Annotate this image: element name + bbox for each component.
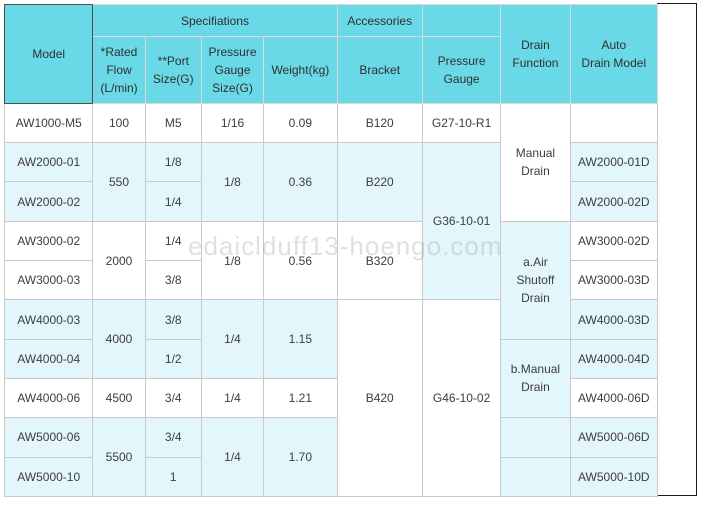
col-header-weight: Weight(kg) [263, 36, 338, 104]
table-row: AW3000-02 2000 1/4 1/8 0.56 B320 a.Air S… [3, 220, 659, 340]
cell-auto-drain-model: AW4000-06D [569, 377, 659, 419]
col-header-rated-flow: *Rated Flow (L/min) [92, 36, 146, 104]
cell-rated-flow: 5500 [92, 417, 146, 497]
header-columns-row: *Rated Flow (L/min) **Port Size(G) Press… [5, 36, 658, 104]
cell-weight: 0.56 [263, 220, 338, 301]
header-group-row: Model Specifiations Accessories Drain Fu… [3, 3, 659, 104]
table-row: AW5000-10 1 AW5000-10D [3, 456, 659, 498]
cell-port-size: 1/4 [144, 220, 202, 262]
col-header-pressure-gauge-size: Pressure Gauge Size(G) [200, 36, 265, 104]
col-header-port-size: **Port Size(G) [144, 36, 202, 104]
cell-auto-drain-model: AW5000-06D [569, 417, 659, 458]
table-row: AW4000-03 4000 3/8 1/4 1.15 B420 G46-10-… [3, 299, 659, 497]
table-row: AW3000-03 3/8 AW3000-03D [3, 260, 659, 301]
cell-weight: 0.36 [263, 142, 338, 222]
cell-rated-flow: 550 [92, 142, 146, 222]
cell-auto-drain-model: AW5000-10D [569, 456, 659, 498]
cell-bracket: B220 [336, 142, 423, 222]
cell-drain-function [500, 417, 571, 458]
cell-auto-drain-model: AW4000-03D [569, 299, 659, 340]
col-header-pressure-gauge: Pressure Gauge [421, 36, 502, 104]
cell-drain-function: a.Air Shutoff Drain [500, 220, 571, 340]
cell-port-size: 3/8 [144, 299, 202, 340]
cell-auto-drain-model [569, 102, 659, 144]
cell-drain-function: Manual Drain [500, 102, 571, 222]
group-header-empty-cell [421, 3, 502, 38]
cell-pressure-gauge-size: 1/8 [200, 142, 265, 222]
cell-auto-drain-model: AW2000-01D [569, 142, 659, 183]
cell-model: AW4000-04 [3, 338, 94, 379]
cell-model: AW3000-02 [3, 220, 94, 262]
cell-rated-flow: 100 [92, 102, 146, 144]
cell-model: AW2000-01 [3, 142, 94, 183]
table-row: AW4000-06 4500 3/4 1/4 1.21 AW4000-06D [3, 377, 659, 419]
table-row: AW1000-M5 100 M5 1/16 0.09 B120 G27-10-R… [3, 102, 659, 222]
cell-auto-drain-model: AW4000-04D [569, 338, 659, 379]
cell-auto-drain-model: AW3000-03D [569, 260, 659, 301]
cell-auto-drain-model: AW2000-02D [569, 181, 659, 222]
col-header-drain-function: Drain Function [500, 4, 571, 104]
col-header-auto-drain-model: Auto Drain Model [569, 4, 659, 104]
col-header-bracket: Bracket [336, 36, 423, 104]
spec-table: Model Specifiations Accessories Drain Fu… [3, 3, 659, 498]
cell-port-size: 1/4 [144, 181, 202, 222]
image-frame-strip [657, 3, 697, 496]
cell-port-size: 3/4 [144, 417, 202, 458]
table-row: AW5000-06 5500 3/4 1/4 1.70 AW5000-06D [3, 417, 659, 497]
cell-model: AW4000-06 [3, 377, 94, 419]
cell-model: AW2000-02 [3, 181, 94, 222]
cell-rated-flow: 4000 [92, 299, 146, 379]
cell-drain-function [500, 456, 571, 498]
cell-pressure-gauge: G36-10-01 [421, 142, 502, 301]
cell-drain-function: b.Manual Drain [500, 338, 571, 419]
cell-pressure-gauge-size: 1/16 [200, 102, 265, 144]
table-row: AW4000-04 1/2 b.Manual Drain AW4000-04D [3, 338, 659, 419]
table-row: AW2000-02 1/4 AW2000-02D [3, 181, 659, 222]
cell-port-size: 1/8 [144, 142, 202, 183]
cell-port-size: 3/4 [144, 377, 202, 419]
cell-rated-flow: 2000 [92, 220, 146, 301]
cell-model: AW5000-06 [3, 417, 94, 458]
cell-bracket: B420 [336, 299, 423, 497]
group-header-specifications: Specifiations [92, 3, 338, 38]
cell-bracket: B320 [336, 220, 423, 301]
cell-weight: 1.21 [263, 377, 338, 419]
cell-port-size: 1/2 [144, 338, 202, 379]
group-header-accessories: Accessories [336, 3, 423, 38]
cell-weight: 0.09 [263, 102, 338, 144]
cell-pressure-gauge: G27-10-R1 [421, 102, 502, 144]
cell-port-size: 3/8 [144, 260, 202, 301]
cell-model: AW1000-M5 [3, 102, 94, 144]
cell-rated-flow: 4500 [92, 377, 146, 419]
cell-model: AW3000-03 [3, 260, 94, 301]
cell-pressure-gauge-size: 1/8 [200, 220, 265, 301]
cell-weight: 1.15 [263, 299, 338, 379]
cell-pressure-gauge-size: 1/4 [200, 417, 265, 497]
table-row: AW2000-01 550 1/8 1/8 0.36 B220 G36-10-0… [3, 142, 659, 301]
cell-auto-drain-model: AW3000-02D [569, 220, 659, 262]
cell-port-size: 1 [144, 456, 202, 498]
cell-port-size: M5 [144, 102, 202, 144]
cell-model: AW4000-03 [3, 299, 94, 340]
cell-model: AW5000-10 [3, 456, 94, 498]
cell-bracket: B120 [336, 102, 423, 144]
cell-pressure-gauge-size: 1/4 [200, 299, 265, 379]
col-header-model: Model [3, 4, 94, 104]
cell-pressure-gauge-size: 1/4 [200, 377, 265, 419]
cell-pressure-gauge: G46-10-02 [421, 299, 502, 497]
cell-weight: 1.70 [263, 417, 338, 497]
